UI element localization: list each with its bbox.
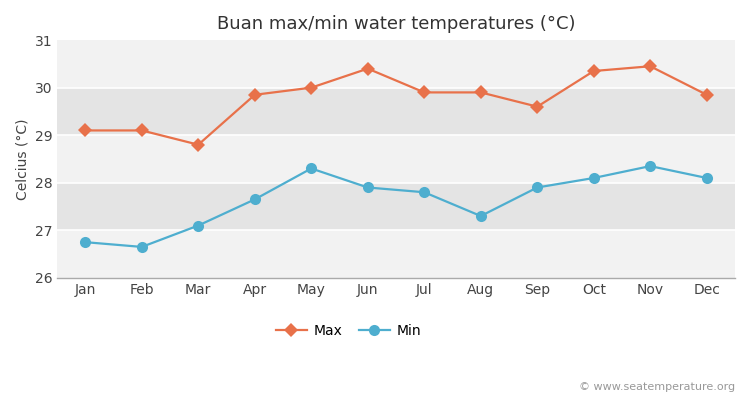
Max (476, 90, 485, 95)
Bar (57, 230, 735, 278)
Max (137, 128, 146, 133)
Max (307, 85, 316, 90)
Min (137, 244, 146, 249)
Max (363, 66, 372, 71)
Text: © www.seatemperature.org: © www.seatemperature.org (579, 382, 735, 392)
Min (532, 185, 542, 190)
Bar (57, 88, 735, 135)
Bar (57, 135, 735, 183)
Max (532, 104, 542, 109)
Min (420, 190, 429, 195)
Max (81, 128, 90, 133)
Min (476, 214, 485, 218)
Min (646, 164, 655, 168)
Max (251, 92, 260, 97)
Min (81, 240, 90, 244)
Legend: Max, Min: Max, Min (271, 318, 427, 343)
Y-axis label: Celcius (°C): Celcius (°C) (15, 118, 29, 200)
Max (590, 69, 598, 74)
Bar (57, 183, 735, 230)
Max (702, 92, 711, 97)
Min (590, 176, 598, 180)
Max (646, 64, 655, 69)
Min (194, 223, 202, 228)
Min (702, 176, 711, 180)
Title: Buan max/min water temperatures (°C): Buan max/min water temperatures (°C) (217, 15, 575, 33)
Line: Max: Max (80, 61, 712, 150)
Bar (57, 40, 735, 88)
Max (420, 90, 429, 95)
Max (194, 142, 202, 147)
Min (251, 197, 260, 202)
Min (307, 166, 316, 171)
Line: Min: Min (80, 160, 712, 252)
Min (363, 185, 372, 190)
